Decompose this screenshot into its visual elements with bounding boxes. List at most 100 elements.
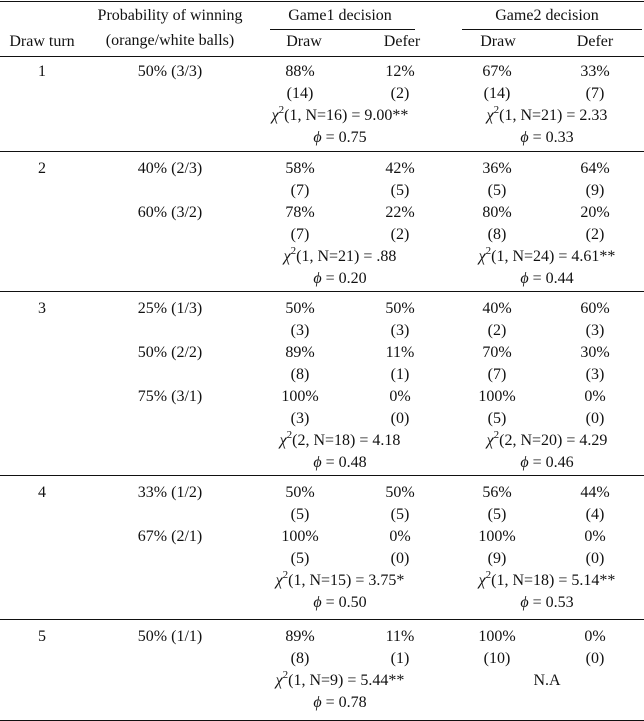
game2-phi: ϕ = 0.44 [520,270,574,287]
probability-cell: 50% (1/1) [137,628,203,645]
game2-defer-count: (3) [585,322,605,339]
game1-draw-percent: 100% [281,388,319,405]
game1-defer-percent: 22% [385,204,415,221]
game2-chi-square: χ2(2, N=20) = 4.29 [486,428,608,449]
game1-draw-count: (8) [290,366,310,383]
game2-draw-count: (9) [487,550,507,567]
game1-defer-percent: 11% [385,628,415,645]
game2-not-applicable: N.A [533,672,561,689]
game1-defer-percent: 12% [385,63,415,80]
game2-chi-square: χ2(1, N=18) = 5.14** [478,568,616,589]
game2-defer-percent: 0% [584,528,606,545]
game1-phi: ϕ = 0.75 [313,129,367,146]
game1-defer-percent: 0% [389,388,411,405]
game2-phi: ϕ = 0.33 [520,129,574,146]
game1-draw-percent: 100% [281,528,319,545]
game2-draw-count: (10) [483,650,511,667]
game1-defer-percent: 50% [385,300,415,317]
draw-turn-number: 4 [38,484,46,501]
probability-cell: 50% (2/2) [137,344,203,361]
game2-defer-count: (9) [585,182,605,199]
game1-defer-count: (1) [390,366,410,383]
game2-defer-percent: 0% [584,388,606,405]
game2-draw-count: (2) [487,322,507,339]
header-game2-defer: Defer [576,33,614,50]
game2-draw-percent: 70% [482,344,512,361]
game2-defer-count: (0) [585,650,605,667]
game2-defer-count: (7) [585,85,605,102]
game1-draw-count: (7) [290,182,310,199]
game2-defer-count: (3) [585,366,605,383]
table-top-rule [0,1,644,2]
game1-defer-count: (5) [390,506,410,523]
game1-chi-square: χ2(1, N=15) = 3.75* [275,568,405,589]
game2-draw-percent: 67% [482,63,512,80]
game1-defer-percent: 11% [385,344,415,361]
game2-defer-count: (2) [585,226,605,243]
probability-cell: 25% (1/3) [137,300,203,317]
game1-phi: ϕ = 0.20 [313,270,367,287]
probability-cell: 60% (3/2) [137,204,203,221]
game1-draw-percent: 88% [285,63,315,80]
game1-draw-percent: 78% [285,204,315,221]
draw-turn-number: 2 [38,160,46,177]
draw-turn-number: 5 [38,628,46,645]
game1-defer-count: (1) [390,650,410,667]
game1-draw-percent: 50% [285,300,315,317]
game2-phi: ϕ = 0.53 [520,594,574,611]
game1-defer-count: (2) [390,226,410,243]
game1-defer-percent: 42% [385,160,415,177]
header-game1-draw: Draw [286,33,322,50]
game2-draw-percent: 36% [482,160,512,177]
game1-defer-percent: 50% [385,484,415,501]
game2-defer-count: (4) [585,506,605,523]
game2-chi-square: χ2(1, N=24) = 4.61** [478,244,616,265]
game2-defer-percent: 44% [580,484,610,501]
probability-cell: 50% (3/3) [137,63,203,80]
game1-draw-count: (5) [290,506,310,523]
game1-phi: ϕ = 0.50 [313,594,367,611]
game2-draw-percent: 100% [478,628,516,645]
probability-cell: 40% (2/3) [137,160,203,177]
draw-turn-number: 3 [38,300,46,317]
game1-draw-count: (8) [290,650,310,667]
probability-cell: 67% (2/1) [137,528,203,545]
game2-defer-percent: 64% [580,160,610,177]
game2-draw-percent: 100% [478,528,516,545]
game2-defer-count: (0) [585,550,605,567]
game2-defer-percent: 0% [584,628,606,645]
game1-defer-count: (0) [390,410,410,427]
game1-draw-count: (5) [290,550,310,567]
game1-chi-square: χ2(1, N=16) = 9.00** [271,103,409,124]
probability-cell: 75% (3/1) [137,388,203,405]
game2-draw-count: (14) [483,85,511,102]
section-rule [0,475,644,476]
game2-draw-count: (5) [487,506,507,523]
game2-draw-count: (7) [487,366,507,383]
header-game2-draw: Draw [480,33,516,50]
game2-draw-count: (8) [487,226,507,243]
game1-draw-percent: 89% [285,628,315,645]
section-rule [0,151,644,152]
game1-defer-count: (5) [390,182,410,199]
game2-draw-percent: 40% [482,300,512,317]
game1-chi-square: χ2(1, N=9) = 5.44** [275,668,405,689]
game1-defer-count: (0) [390,550,410,567]
game2-chi-square: χ2(1, N=21) = 2.33 [486,103,608,124]
game2-defer-percent: 30% [580,344,610,361]
game2-draw-percent: 80% [482,204,512,221]
game1-defer-count: (2) [390,85,410,102]
game2-defer-percent: 20% [580,204,610,221]
game2-defer-percent: 33% [580,63,610,80]
header-probability-line2: (orange/white balls) [105,32,235,49]
header-game1: Game1 decision [288,7,392,24]
game2-draw-percent: 100% [478,388,516,405]
game2-phi: ϕ = 0.46 [520,454,574,471]
game1-phi: ϕ = 0.48 [313,454,367,471]
header-probability-line1: Probability of winning [97,7,243,24]
draw-turn-number: 1 [38,63,46,80]
header-draw-turn: Draw turn [9,33,75,50]
game1-defer-percent: 0% [389,528,411,545]
game2-defer-percent: 60% [580,300,610,317]
